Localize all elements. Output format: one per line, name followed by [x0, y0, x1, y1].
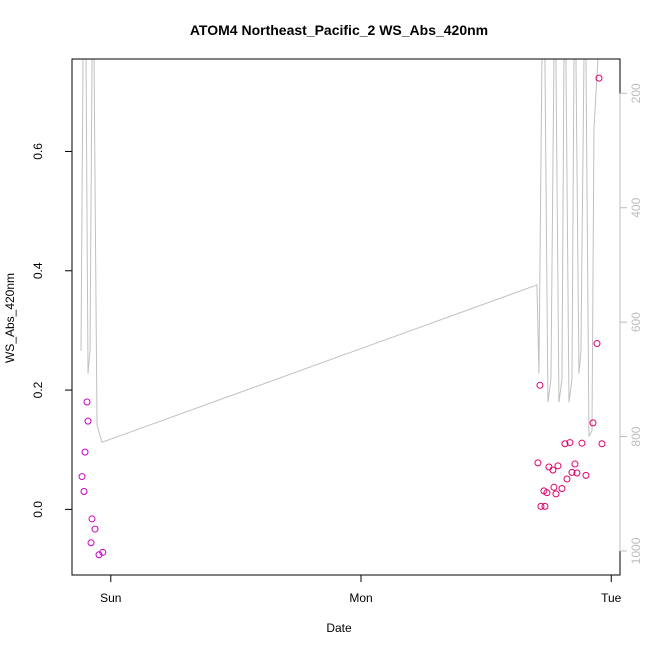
- data-point: [83, 398, 91, 406]
- altitude-line: [80, 59, 599, 443]
- y-axis: 0.0 0.2 0.4 0.6: [31, 143, 73, 518]
- data-point: [541, 502, 549, 510]
- data-point: [99, 548, 107, 556]
- x-tick-label: Tue: [601, 591, 622, 605]
- y-tick-label: 0.0: [31, 501, 45, 518]
- y-tick-label: 0.6: [31, 143, 45, 160]
- data-point: [598, 440, 606, 448]
- data-point: [549, 466, 557, 474]
- data-point: [81, 448, 89, 456]
- x-tick-label: Mon: [349, 591, 372, 605]
- right-y-tick-label: 200: [629, 83, 643, 103]
- y-tick-label: 0.4: [31, 262, 45, 279]
- data-point: [84, 417, 92, 425]
- data-point: [80, 487, 88, 495]
- points-layer: [78, 74, 606, 559]
- data-point: [595, 74, 603, 82]
- data-point: [566, 439, 574, 447]
- data-point: [554, 462, 562, 470]
- data-point: [537, 502, 545, 510]
- data-point: [78, 473, 86, 481]
- chart-title: ATOM4 Northeast_Pacific_2 WS_Abs_420nm: [190, 22, 488, 38]
- right-y-tick-label: 800: [629, 426, 643, 446]
- data-point: [563, 475, 571, 483]
- data-point: [550, 483, 558, 491]
- data-point: [578, 439, 586, 447]
- y-tick-label: 0.2: [31, 381, 45, 398]
- data-point: [568, 468, 576, 476]
- data-point: [545, 463, 553, 471]
- altitude-line-layer: [80, 59, 599, 443]
- data-point: [91, 525, 99, 533]
- data-point: [558, 485, 566, 492]
- data-point: [593, 340, 601, 348]
- data-point: [571, 460, 579, 468]
- data-point: [561, 440, 569, 448]
- data-point: [536, 381, 544, 389]
- y-axis-label: WS_Abs_420nm: [3, 273, 17, 363]
- x-tick-label: Sun: [100, 591, 121, 605]
- data-point: [534, 459, 542, 467]
- data-point: [543, 489, 551, 497]
- data-point: [589, 419, 597, 427]
- data-point: [573, 469, 581, 477]
- data-point: [582, 471, 590, 479]
- data-point: [95, 551, 103, 559]
- right-y-axis: 200 400 600 800 1000: [619, 83, 643, 564]
- x-axis-label: Date: [326, 621, 352, 635]
- data-point: [88, 515, 96, 523]
- right-y-tick-label: 1000: [629, 537, 643, 564]
- right-y-tick-label: 600: [629, 312, 643, 332]
- x-axis: Sun Mon Tue: [100, 574, 622, 605]
- data-point: [552, 490, 560, 498]
- right-y-tick-label: 400: [629, 197, 643, 217]
- data-point: [87, 539, 95, 547]
